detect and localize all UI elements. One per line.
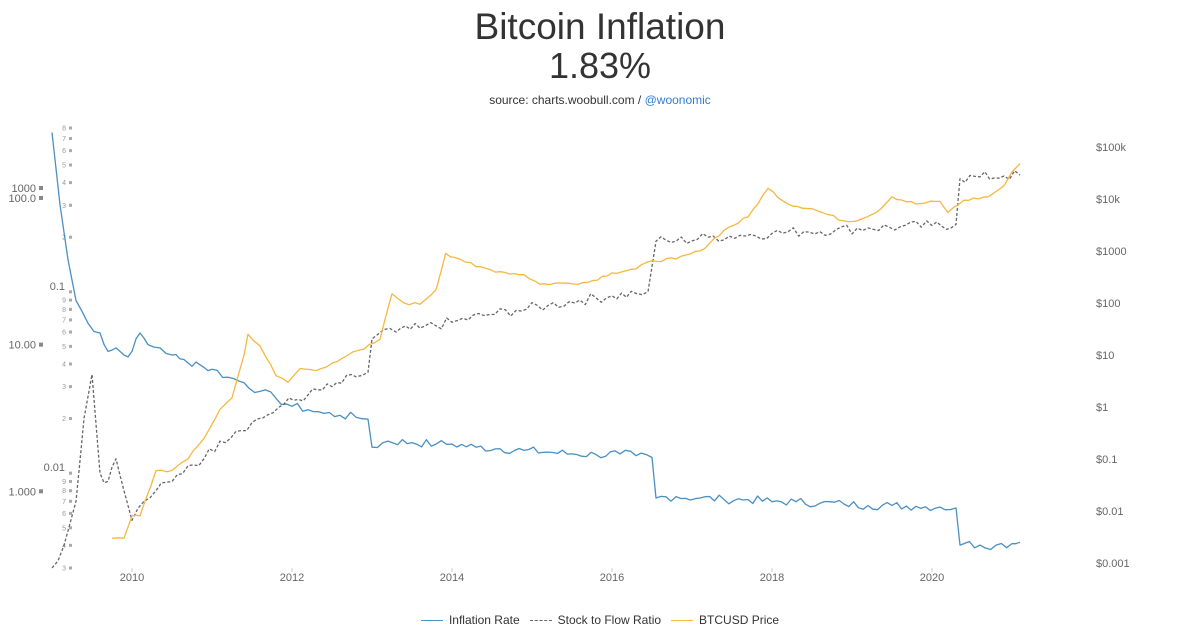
inner-minor-tick-digit: 7 (62, 317, 66, 324)
inner-minor-tick (69, 137, 72, 141)
inner-minor-tick (69, 290, 72, 294)
left-tick-label-1.000: 1.000 (8, 486, 36, 498)
inner-minor-tick-digit: 3 (62, 384, 66, 391)
inner-minor-tick-digit: 3 (62, 203, 66, 210)
inner-minor-tick-digit: 2 (62, 416, 66, 423)
x-tick-label-2018: 2018 (760, 572, 784, 584)
inner-tick-label-0.1: 0.1 (50, 281, 65, 293)
right-tick-label-usd-10k: $10k (1096, 194, 1120, 206)
chart-title: Bitcoin Inflation (474, 6, 726, 47)
inner-minor-tick-digit: 3 (62, 566, 66, 573)
x-tick-label-2014: 2014 (440, 572, 464, 584)
inner-minor-tick (69, 511, 72, 515)
inner-minor-tick (69, 163, 72, 167)
inner-minor-tick-digit: 6 (62, 330, 66, 337)
inner-minor-tick-digit: 9 (62, 479, 66, 486)
left-tick-mark (39, 195, 43, 200)
inner-minor-tick-digit: 6 (62, 511, 66, 518)
x-tick-label-2012: 2012 (280, 572, 304, 584)
left-tick-mark (39, 489, 43, 494)
x-tick-label-2020: 2020 (920, 572, 944, 584)
right-tick-label-usd-0.1: $0.1 (1096, 454, 1117, 466)
legend-item-inflation-rate[interactable]: Inflation Rate (420, 613, 520, 627)
inner-minor-tick (69, 181, 72, 185)
inner-minor-tick (69, 471, 72, 475)
inner-minor-tick-digit: 8 (62, 488, 66, 495)
inner-minor-tick-digit: 6 (62, 148, 66, 155)
inner-minor-tick (69, 203, 72, 207)
inner-minor-tick-digit: 9 (62, 298, 66, 305)
inner-minor-tick-digit: 2 (62, 235, 66, 242)
legend-label: Stock to Flow Ratio (557, 613, 662, 627)
source-credit: source: charts.woobull.com / @woonomic (0, 93, 1200, 107)
left-tick-label-10.00: 10.00 (8, 340, 36, 352)
legend-swatch (671, 619, 694, 621)
series-line-stock-to-flow-ratio[interactable] (51, 170, 1021, 569)
legend-label: BTCUSD Price (699, 613, 780, 627)
inner-minor-tick-digit: 8 (62, 307, 66, 314)
chart-subtitle-inflation-value: 1.83% (548, 45, 652, 86)
inner-minor-tick (69, 307, 72, 311)
source-handle-link[interactable]: @woonomic (644, 93, 711, 107)
inner-minor-tick (69, 318, 72, 322)
inner-minor-tick (69, 526, 72, 530)
inner-minor-tick (69, 298, 72, 302)
right-tick-label-usd-0.001: $0.001 (1096, 558, 1130, 570)
inner-minor-tick (69, 417, 72, 421)
x-tick-label-2010: 2010 (120, 572, 144, 584)
right-tick-label-usd-0.01: $0.01 (1096, 506, 1124, 518)
legend: Inflation Rate Stock to Flow Ratio BTCUSD … (0, 613, 1200, 627)
series-lines-group (51, 132, 1021, 569)
inner-tick-label-0.01: 0.01 (44, 462, 65, 474)
right-tick-label-usd-100: $100 (1096, 298, 1120, 310)
inner-minor-tick-digit: 5 (62, 163, 66, 170)
inner-minor-tick-digit: 5 (62, 344, 66, 351)
inner-minor-tick-digit: 4 (62, 180, 66, 187)
inner-minor-tick (69, 385, 72, 389)
inner-minor-tick-digit: 7 (62, 136, 66, 143)
right-tick-label-usd-10: $10 (1096, 350, 1114, 362)
right-tick-label-usd-1000: $1000 (1096, 246, 1127, 258)
left-tick-mark (39, 342, 43, 347)
inner-minor-tick (69, 330, 72, 334)
legend-item-btcusd-price[interactable]: BTCUSD Price (671, 613, 779, 627)
inner-minor-tick (69, 149, 72, 153)
inner-minor-tick (69, 479, 72, 483)
x-tick-label-2016: 2016 (600, 572, 624, 584)
source-prefix: source: charts.woobull.com / (489, 93, 645, 107)
left-tick-mark (39, 186, 43, 190)
right-tick-label-usd-100k: $100k (1096, 142, 1126, 154)
inner-minor-tick-digit: 5 (62, 525, 66, 532)
inner-minor-tick (69, 543, 72, 547)
inner-minor-tick (69, 499, 72, 503)
inner-minor-tick (69, 235, 72, 239)
legend-label: Inflation Rate (448, 613, 520, 627)
inner-minor-tick (69, 362, 72, 366)
inner-minor-tick-digit: 8 (62, 126, 66, 133)
right-tick-label-usd-1: $1 (1096, 402, 1108, 414)
left-tick-label-100.0: 100.0 (8, 193, 36, 205)
series-line-inflation-rate[interactable] (51, 132, 1021, 551)
series-line-btcusd-price[interactable] (111, 163, 1021, 539)
inner-minor-tick (69, 566, 72, 570)
inner-minor-tick (69, 126, 72, 130)
legend-swatch (529, 619, 552, 621)
legend-swatch (420, 619, 443, 621)
legend-item-stock-to-flow-ratio[interactable]: Stock to Flow Ratio (529, 613, 662, 627)
inner-minor-tick (69, 344, 72, 348)
inner-minor-tick-digit: 7 (62, 499, 66, 506)
inner-minor-tick-digit: 4 (62, 361, 66, 368)
inner-minor-tick (69, 489, 72, 493)
left-tick-label-1000: 1000 (12, 183, 36, 195)
